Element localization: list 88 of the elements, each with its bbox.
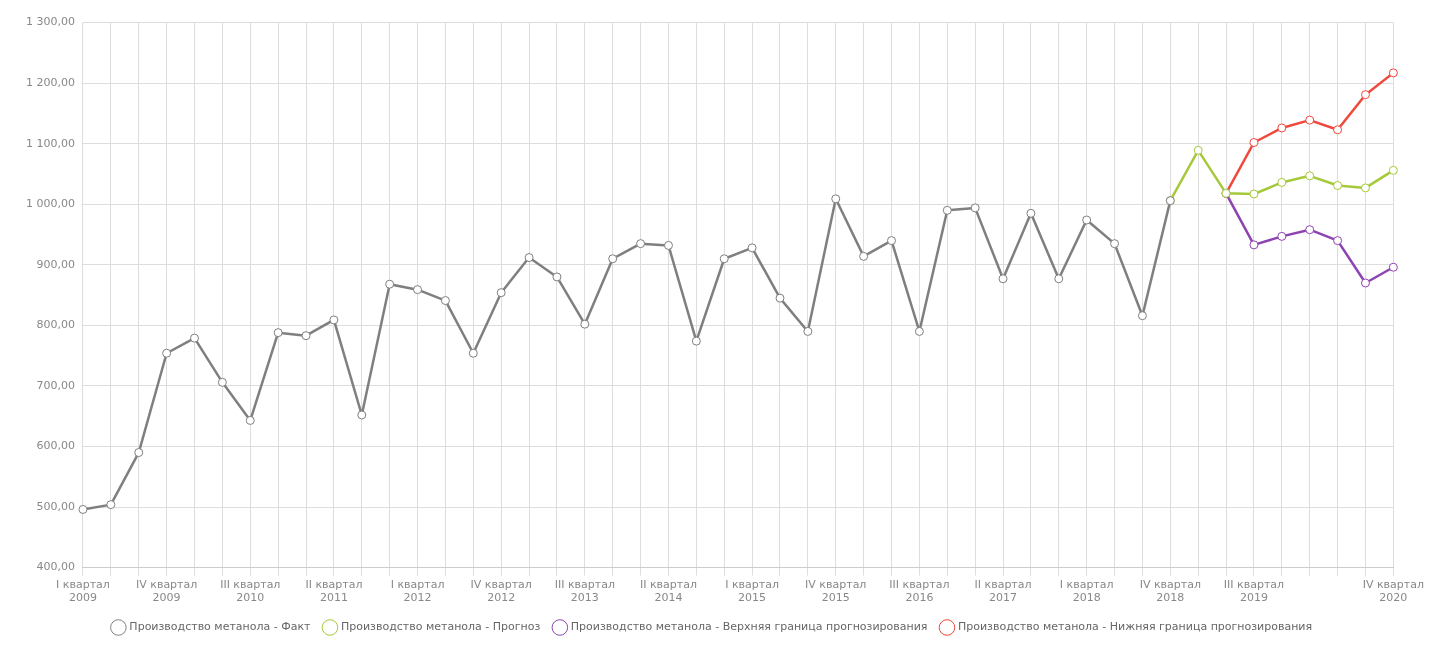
point (1305, 225, 1315, 235)
point (1360, 183, 1370, 193)
point (663, 240, 673, 250)
point (245, 415, 255, 425)
point (1026, 208, 1036, 218)
x-tick-label: I квартал 2012 (390, 578, 445, 605)
x-tick-label: IV квартал 2012 (470, 578, 532, 605)
point (1388, 68, 1398, 78)
point (329, 315, 339, 325)
x-tick-label: IV квартал 2020 (1362, 578, 1424, 605)
point (1193, 145, 1203, 155)
x-tick-label: II квартал 2014 (639, 578, 697, 605)
x-tick-label: I квартал 2015 (725, 578, 779, 605)
x-tick-label: II квартал 2011 (305, 578, 363, 605)
legend-label: Производство метанола - Факт (129, 620, 312, 634)
point (803, 326, 813, 336)
point (914, 326, 924, 336)
x-tick-label: II квартал 2017 (974, 578, 1032, 605)
y-tick-label: 900,00 (36, 257, 75, 271)
point (691, 336, 701, 346)
point (1305, 171, 1315, 181)
x-tick-label: III квартал 2013 (554, 578, 615, 605)
point (1360, 278, 1370, 288)
x-tick-label: IV квартал 2009 (135, 578, 198, 605)
point (1249, 138, 1259, 147)
x-tick-label: IV квартал 2018 (1139, 578, 1201, 605)
point (1333, 236, 1343, 246)
point (1110, 239, 1120, 249)
point (106, 500, 116, 510)
point (1082, 215, 1092, 225)
y-tick-label: 600,00 (36, 439, 75, 453)
point (636, 239, 646, 249)
y-tick-label: 400,00 (36, 560, 75, 574)
point (385, 279, 395, 289)
y-tick-label: 500,00 (36, 499, 75, 513)
y-tick-label: 800,00 (36, 318, 75, 332)
point (78, 504, 88, 514)
point (1333, 125, 1343, 135)
point (580, 319, 590, 329)
point (1054, 274, 1064, 284)
point (496, 288, 506, 298)
point (1277, 231, 1287, 241)
point (273, 328, 283, 338)
x-tick-label: IV квартал 2015 (805, 578, 867, 605)
point (217, 377, 227, 387)
point (970, 203, 980, 213)
point (831, 194, 841, 204)
x-tick-label: III квартал 2016 (889, 578, 950, 605)
point (301, 331, 311, 341)
legend-label: Производство метанола - Верхняя граница прогнозирования (570, 620, 928, 634)
point (719, 254, 729, 264)
x-tick-label: III квартал 2010 (220, 578, 281, 605)
point (1305, 115, 1315, 125)
point (413, 285, 423, 295)
point (1388, 165, 1398, 175)
point (998, 274, 1008, 284)
point (357, 410, 367, 420)
y-tick-label: 1 200,00 (26, 76, 75, 90)
x-tick-label: I квартал 2009 (56, 578, 110, 605)
legend-label: Производство метанола - Нижняя граница прогнозирования (957, 620, 1313, 634)
point (1249, 240, 1259, 250)
y-tick-label: 700,00 (36, 378, 75, 392)
point (1388, 262, 1398, 272)
point (134, 448, 144, 458)
point (1360, 90, 1370, 100)
point (859, 251, 869, 261)
point (468, 348, 478, 358)
legend-label: Производство метанола - Прогноз (340, 620, 541, 634)
point (1277, 177, 1287, 187)
point (747, 243, 757, 253)
point (1249, 189, 1259, 199)
point (440, 296, 450, 306)
y-tick-label: 1 300,00 (26, 15, 75, 29)
point (887, 236, 897, 246)
x-tick-label: III квартал 2019 (1223, 578, 1285, 605)
point (190, 333, 200, 343)
point (775, 293, 785, 303)
point (1333, 180, 1343, 190)
point (1137, 311, 1147, 321)
y-tick-label: 1 100,00 (26, 136, 75, 150)
point (942, 205, 952, 215)
point (552, 272, 562, 282)
point (1277, 123, 1287, 133)
y-tick-label: 1 000,00 (26, 197, 75, 211)
point (608, 254, 618, 264)
point (524, 253, 534, 263)
point (162, 348, 172, 358)
x-tick-label: I квартал 2018 (1059, 578, 1114, 605)
